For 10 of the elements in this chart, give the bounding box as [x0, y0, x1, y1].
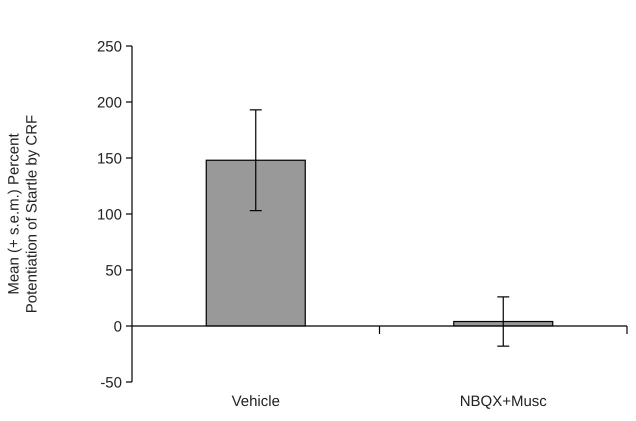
y-tick-label: 150 [96, 150, 122, 168]
y-tick-label: -50 [100, 374, 122, 392]
y-tick-label: 50 [105, 262, 122, 280]
y-axis-title: Mean (+ s.e.m.) Percent Potentiation of Startle by CRF [5, 114, 40, 314]
y-tick-label: 0 [114, 318, 122, 336]
y-tick-label: 200 [96, 94, 122, 112]
x-tick-label: Vehicle [232, 393, 280, 410]
x-tick-label: NBQX+Musc [460, 393, 548, 410]
y-tick-label: 250 [96, 38, 122, 56]
y-tick-label: 100 [96, 206, 122, 224]
